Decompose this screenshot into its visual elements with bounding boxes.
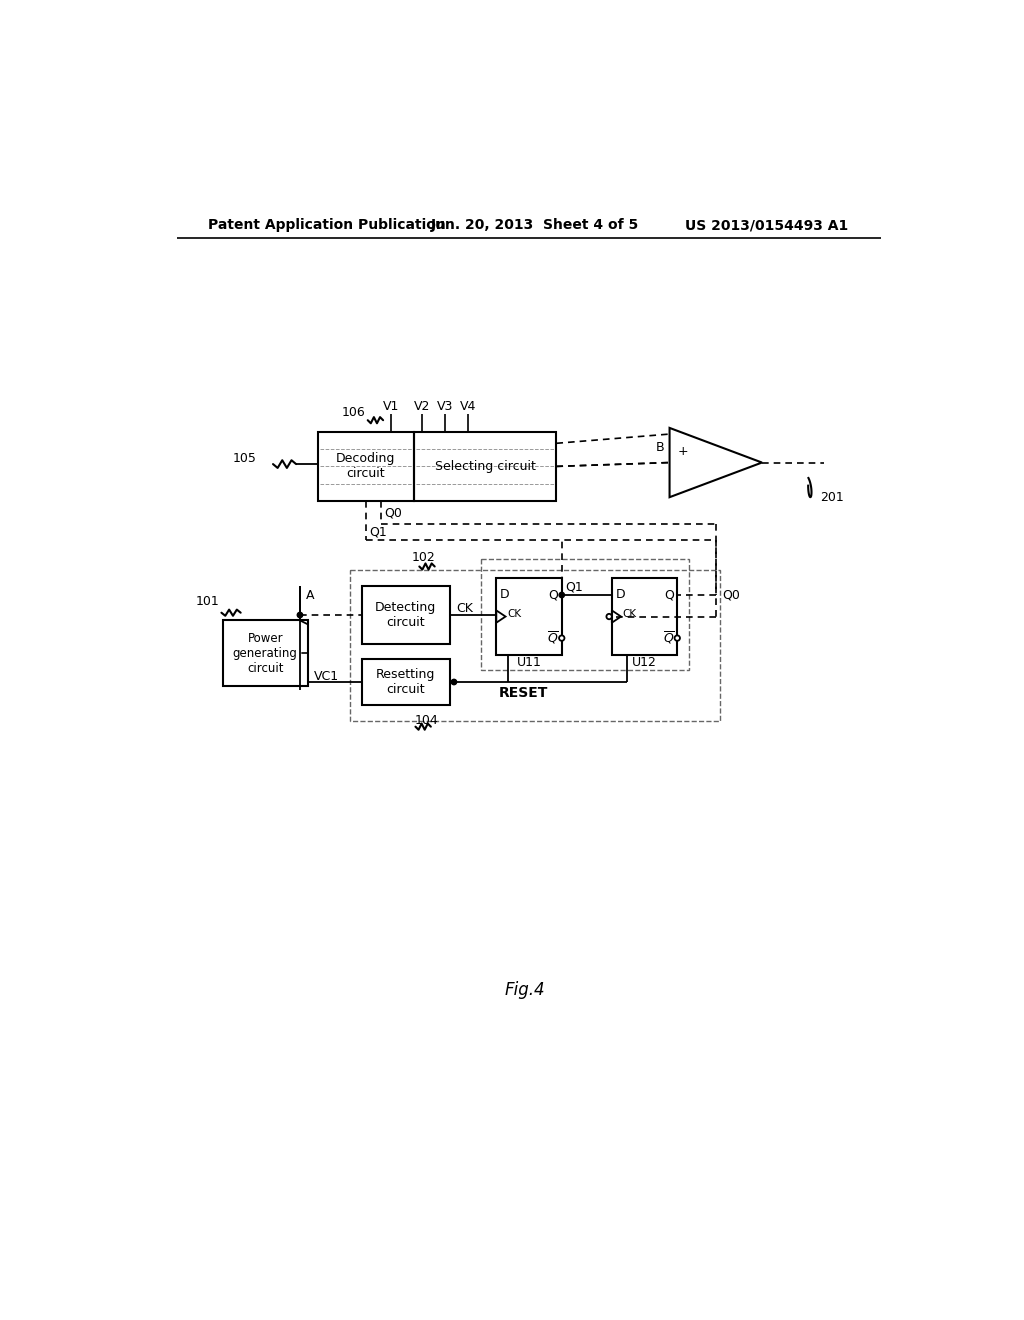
- Text: 201: 201: [819, 491, 844, 504]
- Text: Detecting
circuit: Detecting circuit: [375, 601, 436, 628]
- Text: Q1: Q1: [565, 581, 584, 594]
- Text: U11: U11: [516, 656, 542, 669]
- Text: Resetting
circuit: Resetting circuit: [376, 668, 435, 696]
- Text: 101: 101: [196, 594, 219, 607]
- Text: Power
generating
circuit: Power generating circuit: [232, 632, 298, 675]
- Text: 106: 106: [342, 407, 366, 418]
- Text: 105: 105: [232, 453, 256, 465]
- Text: Selecting circuit: Selecting circuit: [435, 459, 536, 473]
- Circle shape: [559, 593, 564, 598]
- Text: Fig.4: Fig.4: [505, 981, 545, 999]
- Text: CK: CK: [457, 602, 473, 615]
- Text: $\overline{Q}$: $\overline{Q}$: [663, 630, 675, 647]
- Text: CK: CK: [623, 610, 637, 619]
- Text: CK: CK: [507, 610, 521, 619]
- Text: Jun. 20, 2013  Sheet 4 of 5: Jun. 20, 2013 Sheet 4 of 5: [431, 218, 639, 232]
- Text: V3: V3: [436, 400, 453, 413]
- Text: Q: Q: [664, 589, 674, 602]
- Text: RESET: RESET: [499, 686, 548, 700]
- Text: Q0: Q0: [384, 506, 402, 519]
- Text: V1: V1: [383, 400, 399, 413]
- Circle shape: [606, 614, 611, 619]
- Text: 104: 104: [415, 714, 439, 727]
- Text: V2: V2: [414, 400, 430, 413]
- Text: D: D: [615, 589, 625, 602]
- Circle shape: [559, 635, 564, 640]
- Text: VC1: VC1: [313, 671, 339, 684]
- Text: A: A: [306, 589, 314, 602]
- Circle shape: [675, 635, 680, 640]
- Text: B: B: [655, 441, 665, 454]
- Text: Q: Q: [549, 589, 558, 602]
- Text: $\overline{Q}$: $\overline{Q}$: [548, 630, 559, 647]
- Text: U12: U12: [632, 656, 657, 669]
- Text: Decoding
circuit: Decoding circuit: [336, 453, 395, 480]
- Circle shape: [452, 680, 457, 685]
- Text: V4: V4: [460, 400, 476, 413]
- Text: Patent Application Publication: Patent Application Publication: [208, 218, 445, 232]
- Text: Q0: Q0: [722, 589, 739, 602]
- Circle shape: [297, 612, 303, 618]
- Text: 102: 102: [412, 550, 435, 564]
- Text: D: D: [500, 589, 510, 602]
- Text: Q1: Q1: [369, 525, 387, 539]
- Text: US 2013/0154493 A1: US 2013/0154493 A1: [685, 218, 848, 232]
- Text: +: +: [678, 445, 689, 458]
